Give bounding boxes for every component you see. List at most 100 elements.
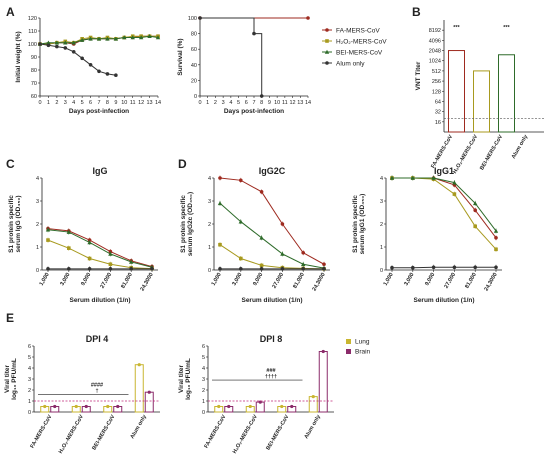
data-point-bei	[87, 240, 92, 245]
x-axis-label: Serum dilution (1/n)	[413, 297, 474, 304]
x-tick-label: 7	[97, 100, 100, 106]
x-tick-label: 12	[290, 100, 296, 106]
y-tick-label: 100	[28, 42, 37, 48]
x-tick-label: 24,3000	[140, 272, 155, 292]
data-point-bei	[238, 219, 243, 224]
x-tick-label: 3,000	[59, 272, 71, 287]
data-point-alum	[452, 265, 457, 270]
y-tick-label: 2	[208, 222, 211, 228]
survival-point-vaccinated	[306, 16, 310, 20]
legend-swatch-brain	[346, 349, 351, 354]
panel-label-a: A	[6, 5, 15, 19]
legend-groups: FA-MERS-CoV H₂O₂-MERS-CoV BEI-MERS-CoV Alum…	[322, 27, 387, 67]
x-tick-label: 11	[282, 100, 288, 106]
x-tick-label: 3,000	[231, 272, 243, 287]
legend-label-h2o2: H₂O₂-MERS-CoV	[336, 38, 387, 45]
data-point-alum	[280, 267, 285, 271]
data-point-alum	[46, 267, 50, 271]
x-tick-label: 81,000	[292, 272, 306, 290]
x-tick-label: 81,000	[464, 272, 478, 290]
y-tick-label: 3	[36, 199, 39, 205]
y-axis-label: S1 protein specific	[8, 195, 15, 253]
y-tick-label: 512	[432, 69, 441, 75]
x-tick-label: 2	[214, 100, 217, 106]
x-tick-label: 10	[121, 100, 127, 106]
data-point-bei	[66, 229, 71, 234]
data-point-fa	[301, 250, 306, 255]
x-axis-label: Serum dilution (1/n)	[241, 297, 302, 304]
x-tick-label: 0	[38, 100, 41, 106]
significance-label: ***	[453, 25, 460, 31]
series-line-alum	[39, 43, 116, 76]
legend-marker-alum	[325, 61, 329, 65]
chart-title: IgG2C	[259, 166, 286, 176]
x-tick-label: H₂O₂-MERS-CoV	[452, 134, 479, 175]
bar-1	[473, 70, 490, 133]
data-point-h2o2	[67, 246, 71, 250]
data-point-bei	[389, 175, 395, 180]
bar-brain	[144, 391, 154, 413]
bar-brain	[318, 351, 328, 413]
legend-tissue: Lung Brain	[346, 339, 371, 356]
y-axis-label: serum IgG2c (OD₄₅₀)	[187, 192, 194, 256]
data-point-alum	[390, 265, 394, 270]
data-point-bei	[493, 228, 499, 233]
series-line-bei	[392, 177, 497, 232]
data-point-alum	[63, 46, 68, 50]
y-axis-label: Viral titer	[178, 365, 185, 394]
data-point-bei	[54, 40, 60, 45]
data-point-alum	[322, 267, 326, 271]
bar-2	[498, 54, 515, 133]
data-point-h2o2	[108, 262, 113, 267]
data-point-h2o2	[87, 256, 92, 261]
data-point-alum	[431, 265, 436, 270]
data-point-h2o2	[46, 238, 50, 242]
data-point-lung	[43, 404, 47, 409]
data-point-bei	[217, 201, 223, 206]
y-axis-label: log₁₀ PFU/mL	[11, 358, 18, 400]
data-point-alum	[114, 73, 118, 77]
y-tick-label: 80	[191, 32, 197, 38]
data-point-bei	[108, 251, 113, 256]
data-point-lung	[137, 363, 141, 367]
x-tick-label: 9	[114, 100, 117, 106]
data-point-brain	[290, 404, 294, 409]
x-tick-label: 6	[245, 100, 248, 106]
y-tick-label: 1	[28, 399, 31, 405]
y-tick-label: 4096	[429, 38, 441, 44]
x-axis-label: Serum dilution (1/n)	[69, 297, 130, 304]
data-point-alum	[108, 267, 113, 271]
chart-dpi8: DPI 8 0 1 2 3 4 5 6 Viral titer log₁₀ PFU/mL FA-ME…	[178, 334, 334, 455]
data-point-brain	[53, 404, 57, 409]
series-line-h2o2	[47, 239, 153, 270]
chart-igg2c: IgG2C 0 1 2 3 4 1,000 3,000 9,000 27,000 81,000 24,…	[180, 166, 330, 304]
y-tick-label: 4	[36, 176, 39, 182]
panel-label-d: D	[178, 157, 187, 171]
data-point-fa	[322, 262, 326, 267]
x-tick-label: 3	[64, 100, 67, 106]
panel-label-c: C	[6, 157, 15, 171]
data-point-brain	[147, 390, 151, 394]
data-point-h2o2	[239, 256, 243, 261]
data-point-alum	[301, 267, 306, 271]
legend-label-lung: Lung	[355, 339, 370, 346]
data-point-bei	[46, 40, 51, 45]
y-axis-label: Viral titer	[4, 365, 11, 394]
x-tick-label: 3,000	[403, 272, 415, 287]
data-point-alum	[218, 267, 222, 271]
data-point-alum	[259, 267, 264, 271]
y-tick-label: 0	[36, 268, 39, 274]
x-tick-label: 6	[89, 100, 92, 106]
y-tick-label: 3	[380, 199, 383, 205]
bar-0	[448, 50, 465, 133]
y-axis-label: Initial weight (%)	[15, 31, 22, 82]
significance-label: ####	[91, 382, 103, 388]
data-point-lung	[217, 404, 221, 409]
x-tick-label: 1	[47, 100, 50, 106]
x-tick-label: 8	[260, 100, 263, 106]
y-tick-label: 8192	[429, 28, 441, 34]
y-tick-label: 4	[202, 366, 205, 372]
bar-lung	[134, 364, 144, 413]
data-point-bei	[96, 36, 102, 41]
y-tick-label: 2	[28, 388, 31, 394]
